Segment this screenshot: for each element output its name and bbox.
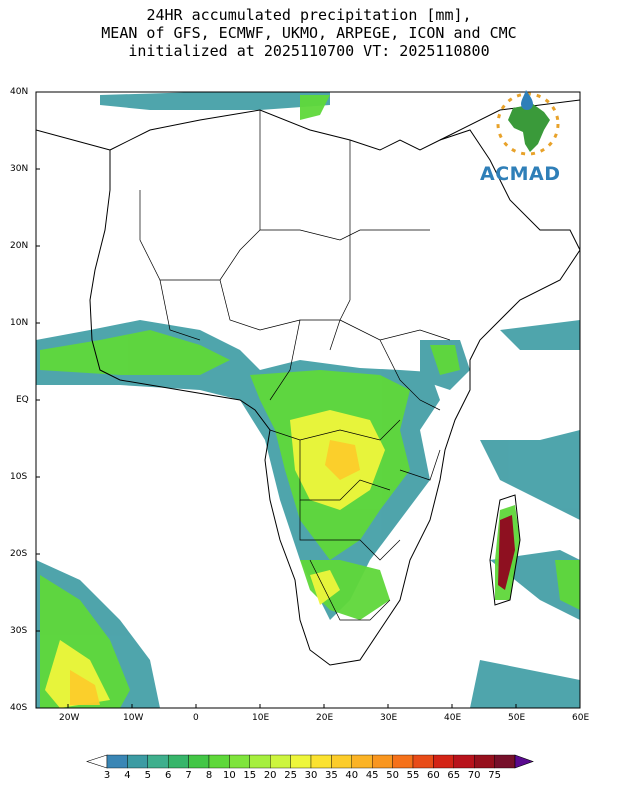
- lat-label-20s: 20S: [10, 549, 28, 559]
- colorbar-swatch: [229, 754, 250, 769]
- colorbar-label: 60: [427, 770, 440, 781]
- lon-label-10w: 10W: [123, 713, 144, 723]
- colorbar-swatch: [147, 754, 169, 769]
- colorbar-label: 15: [243, 770, 257, 781]
- lon-label-10e: 10E: [252, 713, 270, 723]
- colorbar-label: 25: [284, 770, 297, 781]
- colorbar-swatch: [351, 754, 373, 769]
- colorbar-label: 4: [124, 770, 131, 781]
- colorbar-label: 40: [345, 770, 359, 781]
- lon-label-60e: 60E: [572, 713, 590, 723]
- colorbar-swatch: [412, 754, 434, 769]
- colorbar-swatch: [208, 754, 230, 769]
- colorbar-swatch: [474, 754, 495, 769]
- colorbar-label: 75: [488, 770, 501, 781]
- lon-label-20e: 20E: [316, 713, 334, 723]
- lat-label-30n: 30N: [10, 164, 29, 174]
- colorbar-swatch: [270, 754, 291, 769]
- country-borders: [139, 110, 451, 621]
- lon-label-40e: 40E: [444, 713, 462, 723]
- coastlines: [36, 99, 580, 666]
- colorbar-swatch: [433, 754, 454, 769]
- colorbar-swatch: [310, 754, 332, 769]
- lon-label-0: 0: [193, 713, 199, 723]
- colorbar-max-arrow: [514, 754, 534, 769]
- colorbar-swatch: [106, 754, 128, 769]
- colorbar-label: 7: [185, 770, 192, 781]
- colorbar-label: 3: [103, 770, 111, 781]
- colorbar-swatch: [494, 754, 516, 769]
- precip-fields: [36, 92, 580, 708]
- colorbar-label: 45: [365, 770, 379, 781]
- colorbar-label: 8: [205, 770, 213, 781]
- lat-label-30s: 30S: [10, 626, 28, 636]
- colorbar-label: 65: [447, 770, 461, 781]
- colorbar-swatch: [167, 754, 189, 769]
- colorbar-label: 50: [386, 770, 399, 781]
- lat-label-eq: EQ: [16, 395, 29, 405]
- colorbar-label: 55: [406, 770, 420, 781]
- colorbar-swatch: [331, 754, 352, 769]
- title-line-3: initialized at 2025110700 VT: 2025110800: [128, 42, 490, 60]
- lon-label-30e: 30E: [380, 713, 398, 723]
- title-line-1: 24HR accumulated precipitation [mm],: [146, 6, 472, 24]
- colorbar-label: 6: [165, 770, 172, 781]
- colorbar-label: 70: [467, 770, 481, 781]
- lat-label-10s: 10S: [10, 472, 28, 482]
- colorbar-min-arrow: [86, 754, 108, 769]
- lat-label-20n: 20N: [10, 241, 29, 251]
- colorbar-label: 20: [263, 770, 277, 781]
- colorbar: [86, 754, 534, 769]
- colorbar-swatch: [290, 754, 312, 769]
- lon-label-20w: 20W: [59, 713, 80, 723]
- acmad-logo-text: ACMAD: [480, 163, 561, 185]
- colorbar-label: 10: [223, 770, 236, 781]
- colorbar-swatch: [392, 754, 414, 769]
- lon-label-50e: 50E: [508, 713, 526, 723]
- colorbar-swatch: [249, 754, 271, 769]
- colorbar-swatch: [453, 754, 475, 769]
- lat-label-40n: 40N: [10, 87, 29, 97]
- colorbar-swatch: [372, 754, 393, 769]
- colorbar-label: 30: [304, 770, 318, 781]
- colorbar-swatch: [188, 754, 210, 769]
- lat-label-40s: 40S: [10, 703, 28, 713]
- lon-tick-marks: [67, 704, 581, 708]
- colorbar-swatch: [127, 754, 149, 769]
- acmad-logo-icon: [496, 90, 560, 156]
- colorbar-label: 35: [325, 770, 338, 781]
- lat-tick-marks: [36, 91, 40, 709]
- title-line-2: MEAN of GFS, ECMWF, UKMO, ARPEGE, ICON a…: [101, 24, 517, 42]
- colorbar-label: 5: [144, 770, 151, 781]
- lat-label-10n: 10N: [10, 318, 29, 328]
- map-title: 24HR accumulated precipitation [mm], MEA…: [0, 6, 618, 60]
